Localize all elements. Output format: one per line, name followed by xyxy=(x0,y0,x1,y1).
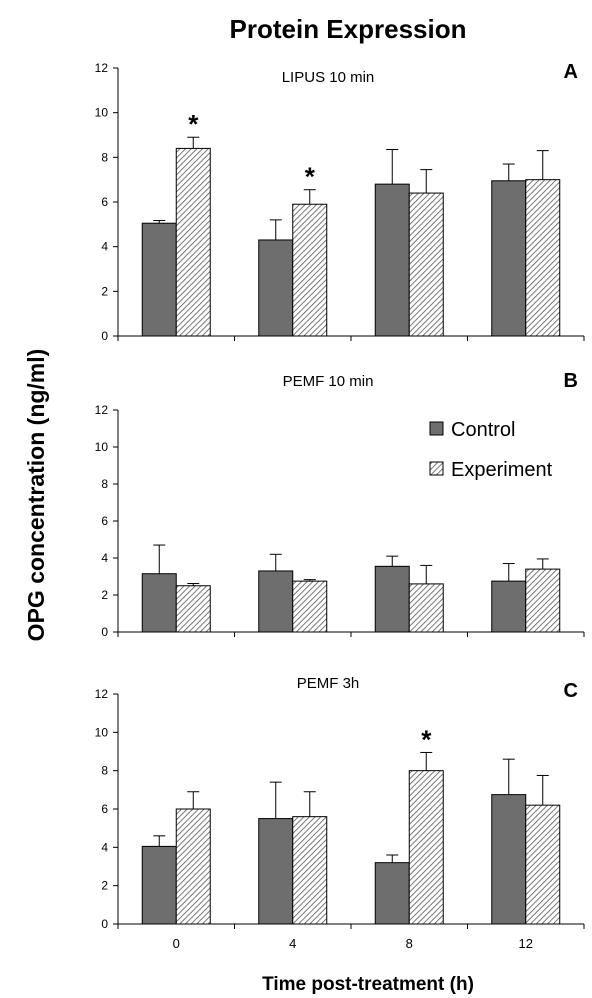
y-tick-label: 12 xyxy=(95,687,109,701)
bar-experiment xyxy=(525,568,561,633)
y-tick-label: 0 xyxy=(101,625,108,639)
y-tick-label: 8 xyxy=(101,764,108,778)
x-tick-label: 8 xyxy=(406,936,413,951)
legend-experiment-label: Experiment xyxy=(451,459,553,481)
significance-marker: * xyxy=(421,724,432,754)
bar-control xyxy=(141,845,177,925)
legend: Control Experiment xyxy=(429,419,553,481)
panel-subtitle: LIPUS 10 min xyxy=(282,69,375,86)
y-tick-label: 4 xyxy=(101,840,108,854)
y-tick-label: 4 xyxy=(101,240,108,254)
bar-control xyxy=(491,580,527,633)
panel-b: PEMF 10 min B 0 2 4 6 8 10 12 xyxy=(95,370,585,639)
significance-marker: * xyxy=(305,162,316,192)
bar-experiment xyxy=(292,203,328,337)
y-tick-label: 0 xyxy=(101,917,108,931)
panel-letter: A xyxy=(564,61,578,83)
chart-title: Protein Expression xyxy=(230,14,467,44)
y-tick-label: 6 xyxy=(101,802,108,816)
bar-control xyxy=(258,239,294,337)
panel-letter: C xyxy=(564,680,578,702)
y-tick-label: 8 xyxy=(101,477,108,491)
y-tick-label: 10 xyxy=(95,106,109,120)
y-tick-label: 8 xyxy=(101,150,108,164)
y-axis-label: OPG concentration (ng/ml) xyxy=(23,349,49,642)
significance-marker: * xyxy=(188,109,199,139)
bar-control xyxy=(141,222,177,337)
bar-experiment xyxy=(408,770,444,925)
y-tick-label: 12 xyxy=(95,61,109,75)
y-tick-label: 10 xyxy=(95,725,109,739)
y-tick-label: 2 xyxy=(101,588,108,602)
bar-control xyxy=(258,818,294,925)
bar-control xyxy=(258,570,294,633)
bar-experiment xyxy=(525,179,561,337)
y-tick-label: 12 xyxy=(95,403,109,417)
x-tick-label: 12 xyxy=(519,936,533,951)
bar-control xyxy=(491,794,527,925)
y-tick-label: 2 xyxy=(101,879,108,893)
y-tick-label: 0 xyxy=(101,329,108,343)
y-tick-label: 6 xyxy=(101,195,108,209)
bar-experiment xyxy=(408,192,444,337)
bar-experiment xyxy=(175,808,211,925)
bar-experiment xyxy=(292,816,328,925)
panel-letter: B xyxy=(564,370,578,392)
bar-control xyxy=(374,862,410,925)
y-tick-label: 6 xyxy=(101,514,108,528)
bar-control xyxy=(491,180,527,337)
bar-experiment xyxy=(408,583,444,633)
bar-control xyxy=(374,183,410,337)
panel-subtitle: PEMF 3h xyxy=(297,675,360,692)
bar-control xyxy=(374,565,410,633)
legend-experiment-swatch xyxy=(429,461,444,476)
bar-control xyxy=(141,573,177,633)
bar-experiment xyxy=(292,580,328,633)
legend-control-swatch xyxy=(429,421,444,436)
bar-experiment xyxy=(175,585,211,633)
x-axis-label: Time post-treatment (h) xyxy=(262,974,474,995)
y-tick-label: 10 xyxy=(95,440,109,454)
y-tick-label: 2 xyxy=(101,284,108,298)
x-tick-label: 4 xyxy=(289,936,296,951)
panel-a: LIPUS 10 min A 0 2 4 6 8 10 12 * * xyxy=(95,61,585,343)
panel-subtitle: PEMF 10 min xyxy=(283,373,374,390)
legend-control-label: Control xyxy=(451,419,515,441)
panel-c: PEMF 3h C 0 2 4 6 8 10 12 * 0 4 8 12 xyxy=(95,675,585,951)
bar-experiment xyxy=(175,147,211,337)
y-tick-label: 4 xyxy=(101,551,108,565)
bar-experiment xyxy=(525,804,561,925)
x-tick-label: 0 xyxy=(173,936,180,951)
